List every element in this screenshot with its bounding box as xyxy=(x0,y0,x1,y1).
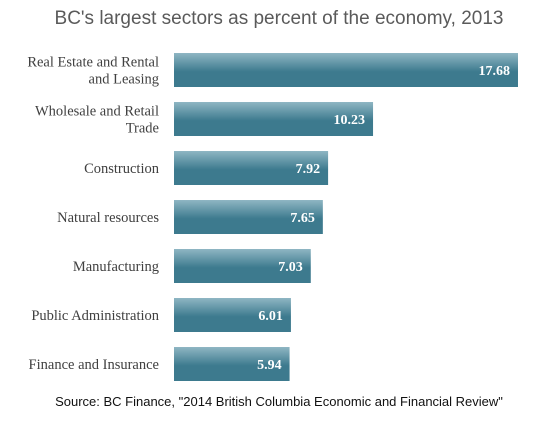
value-label-0: 17.68 xyxy=(478,64,510,79)
category-label-5: Public Administration xyxy=(31,308,159,324)
value-label-1: 10.23 xyxy=(334,113,366,128)
category-label-2: Construction xyxy=(84,161,160,177)
bar-3 xyxy=(174,200,323,234)
category-label-1: Wholesale and Retail Trade xyxy=(35,104,159,137)
category-label-6: Finance and Insurance xyxy=(29,357,159,373)
value-label-6: 5.94 xyxy=(257,358,282,373)
value-label-5: 6.01 xyxy=(258,309,283,324)
value-label-2: 7.92 xyxy=(296,162,321,177)
category-label-3: Natural resources xyxy=(57,210,159,226)
bar-4 xyxy=(174,249,311,283)
category-label-0: Real Estate and Rental and Leasing xyxy=(27,55,159,88)
category-label-4: Manufacturing xyxy=(73,259,159,275)
chart-title: BC's largest sectors as percent of the e… xyxy=(54,8,504,29)
value-label-3: 7.65 xyxy=(290,211,315,226)
bar-6 xyxy=(174,347,290,381)
bar-1 xyxy=(174,102,374,136)
bar-2 xyxy=(174,151,329,185)
bar-5 xyxy=(174,298,291,332)
source-note: Source: BC Finance, "2014 British Columb… xyxy=(55,394,503,409)
value-label-4: 7.03 xyxy=(278,260,303,275)
bars-layer: 17.68 Real Estate and Rental and Leasing 10… xyxy=(27,53,518,381)
bar-0 xyxy=(174,53,518,87)
